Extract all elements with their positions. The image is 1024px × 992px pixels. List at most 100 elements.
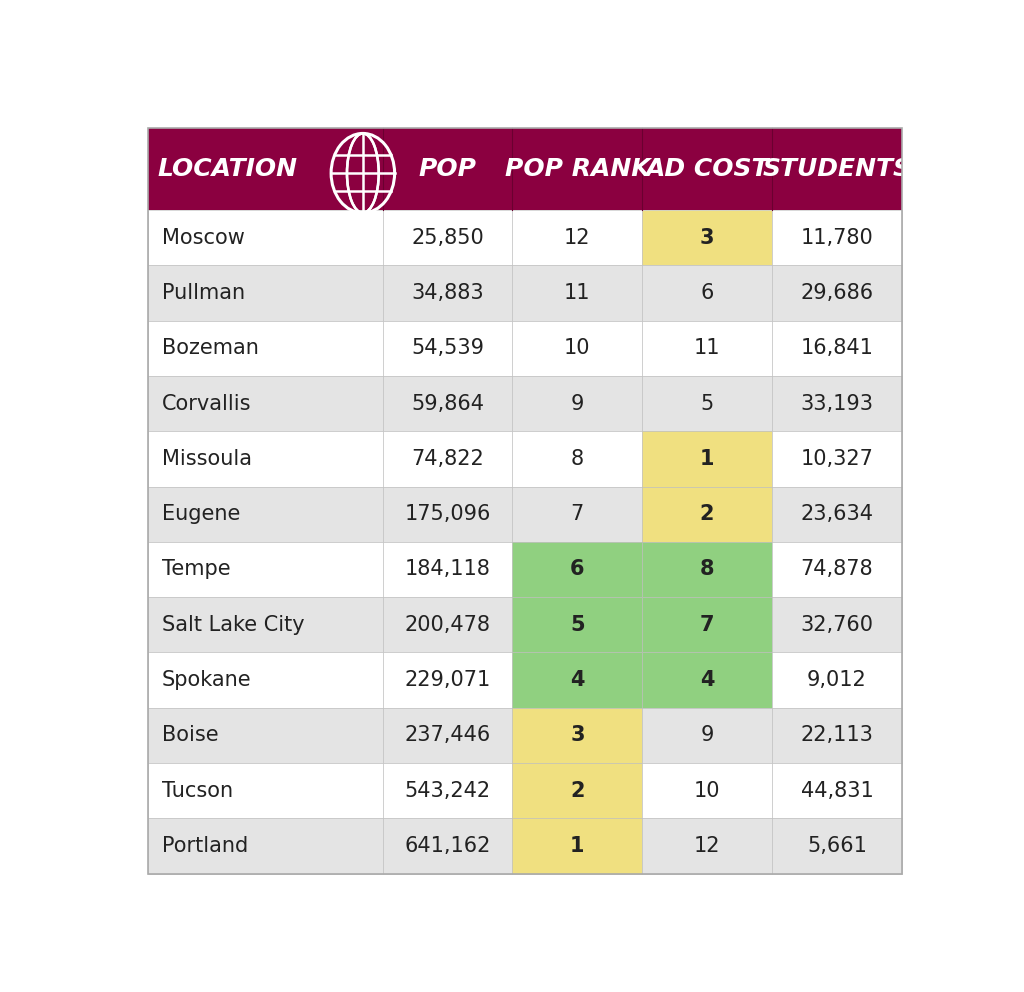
Text: 4: 4 xyxy=(570,671,585,690)
Text: 44,831: 44,831 xyxy=(801,781,873,801)
Text: 5,661: 5,661 xyxy=(807,836,866,856)
Text: 1: 1 xyxy=(570,836,585,856)
Text: 8: 8 xyxy=(699,559,715,579)
Bar xyxy=(772,265,902,320)
Text: Missoula: Missoula xyxy=(162,448,252,469)
Text: Bozeman: Bozeman xyxy=(162,338,259,358)
Bar xyxy=(383,210,512,265)
Bar xyxy=(772,128,902,210)
Text: POP RANK: POP RANK xyxy=(505,157,650,182)
Bar xyxy=(147,707,383,763)
Text: 34,883: 34,883 xyxy=(412,283,484,303)
Bar xyxy=(642,653,772,707)
Bar xyxy=(642,432,772,486)
Bar xyxy=(383,128,512,210)
Bar xyxy=(642,128,772,210)
Text: 10: 10 xyxy=(564,338,591,358)
Text: Tucson: Tucson xyxy=(162,781,233,801)
Bar xyxy=(772,818,902,874)
Text: Salt Lake City: Salt Lake City xyxy=(162,615,305,635)
Bar xyxy=(772,597,902,653)
Bar xyxy=(512,763,642,818)
Bar xyxy=(147,128,383,210)
Text: 11: 11 xyxy=(694,338,720,358)
Bar xyxy=(383,376,512,432)
Text: 16,841: 16,841 xyxy=(801,338,873,358)
Text: AD COST: AD COST xyxy=(645,157,769,182)
Bar xyxy=(642,763,772,818)
Text: 3: 3 xyxy=(570,725,585,745)
Bar xyxy=(383,763,512,818)
Text: 74,822: 74,822 xyxy=(412,448,484,469)
Bar xyxy=(147,486,383,542)
Bar xyxy=(383,486,512,542)
Text: Eugene: Eugene xyxy=(162,504,241,524)
Bar xyxy=(147,210,383,265)
Text: LOCATION: LOCATION xyxy=(158,157,297,182)
Text: Portland: Portland xyxy=(162,836,249,856)
Text: 5: 5 xyxy=(570,615,585,635)
Bar xyxy=(772,707,902,763)
Text: 641,162: 641,162 xyxy=(404,836,490,856)
Bar xyxy=(383,818,512,874)
Text: 9: 9 xyxy=(700,725,714,745)
Text: 1: 1 xyxy=(699,448,715,469)
Bar xyxy=(772,210,902,265)
Text: Boise: Boise xyxy=(162,725,219,745)
Text: 8: 8 xyxy=(570,448,584,469)
Text: 3: 3 xyxy=(699,227,715,248)
Bar xyxy=(383,597,512,653)
Bar xyxy=(512,376,642,432)
Text: 9,012: 9,012 xyxy=(807,671,866,690)
Text: 5: 5 xyxy=(700,394,714,414)
Bar xyxy=(772,763,902,818)
Text: 7: 7 xyxy=(699,615,715,635)
Text: 175,096: 175,096 xyxy=(404,504,490,524)
Text: 7: 7 xyxy=(570,504,584,524)
Text: 237,446: 237,446 xyxy=(404,725,490,745)
Text: Corvallis: Corvallis xyxy=(162,394,252,414)
Bar xyxy=(512,707,642,763)
Bar xyxy=(642,486,772,542)
Text: 32,760: 32,760 xyxy=(801,615,873,635)
Text: Spokane: Spokane xyxy=(162,671,252,690)
Text: 10,327: 10,327 xyxy=(801,448,873,469)
Bar xyxy=(642,818,772,874)
Bar xyxy=(147,653,383,707)
Text: 59,864: 59,864 xyxy=(411,394,484,414)
Bar xyxy=(512,320,642,376)
Bar xyxy=(642,707,772,763)
Text: 74,878: 74,878 xyxy=(801,559,873,579)
Text: 29,686: 29,686 xyxy=(801,283,873,303)
Text: 54,539: 54,539 xyxy=(411,338,484,358)
Text: 10: 10 xyxy=(694,781,720,801)
Bar xyxy=(772,432,902,486)
Bar xyxy=(512,542,642,597)
Bar xyxy=(147,763,383,818)
Text: POP: POP xyxy=(419,157,476,182)
Bar xyxy=(772,486,902,542)
Text: 6: 6 xyxy=(570,559,585,579)
Bar xyxy=(147,376,383,432)
Bar xyxy=(147,542,383,597)
Bar xyxy=(383,320,512,376)
Text: 25,850: 25,850 xyxy=(412,227,484,248)
Bar xyxy=(512,432,642,486)
Text: 184,118: 184,118 xyxy=(404,559,490,579)
Text: Pullman: Pullman xyxy=(162,283,246,303)
Bar xyxy=(512,597,642,653)
Bar xyxy=(642,376,772,432)
Text: 12: 12 xyxy=(564,227,591,248)
Text: 9: 9 xyxy=(570,394,584,414)
Text: 11,780: 11,780 xyxy=(801,227,873,248)
Bar xyxy=(772,542,902,597)
Bar xyxy=(512,653,642,707)
Bar xyxy=(147,597,383,653)
Bar xyxy=(642,597,772,653)
Text: 2: 2 xyxy=(699,504,715,524)
Bar xyxy=(383,265,512,320)
Text: 22,113: 22,113 xyxy=(801,725,873,745)
Bar xyxy=(512,128,642,210)
Bar xyxy=(383,432,512,486)
Bar xyxy=(642,320,772,376)
